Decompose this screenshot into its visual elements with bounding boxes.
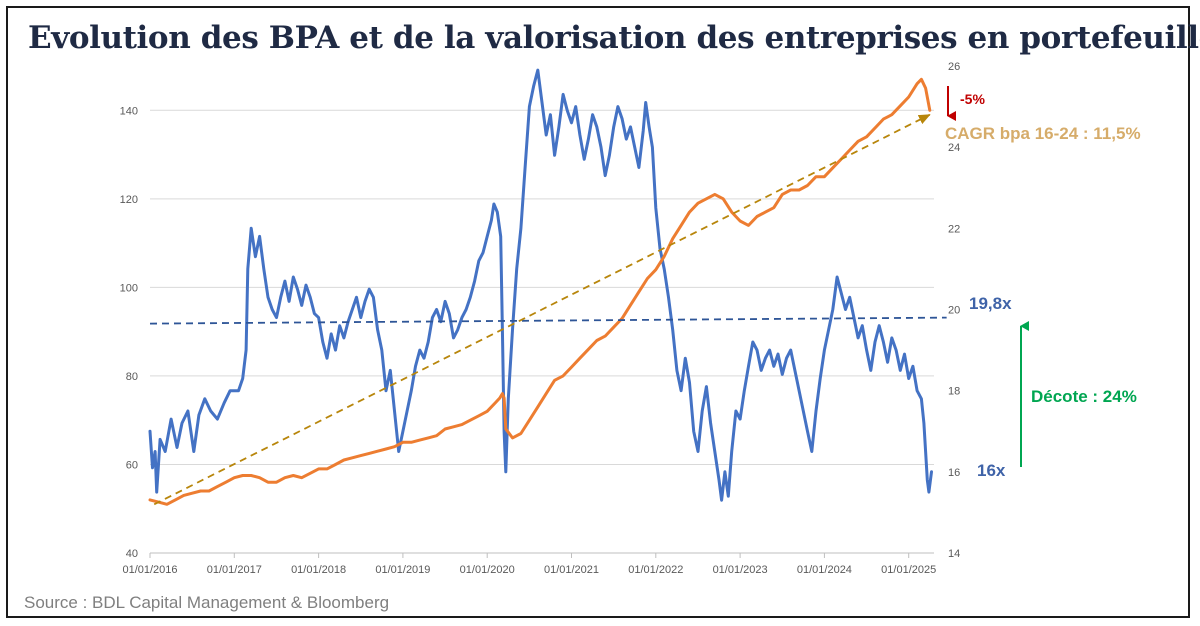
left-axis-tick-label: 60 <box>126 459 138 471</box>
x-axis-tick-label: 01/01/2024 <box>797 564 852 576</box>
left-axis-tick-label: 120 <box>120 194 138 206</box>
left-axis-tick-label: 140 <box>120 105 138 117</box>
right-axis-tick-label: 16 <box>948 467 960 479</box>
chart-title: Evolution des BPA et de la valorisation … <box>28 20 1200 56</box>
right-axis-tick-label: 20 <box>948 305 960 317</box>
average-pe-label: 19,8x <box>969 294 1012 313</box>
right-axis-tick-label: 26 <box>948 61 960 73</box>
discount-label: Décote : 24% <box>1031 387 1137 406</box>
right-axis-tick-label: 24 <box>948 142 960 154</box>
cagr-trend-line <box>153 113 931 506</box>
x-axis-tick-label: 01/01/2023 <box>713 564 768 576</box>
x-axis-tick-label: 01/01/2025 <box>881 564 936 576</box>
x-axis-tick-label: 01/01/2022 <box>628 564 683 576</box>
drop-label: -5% <box>960 91 985 107</box>
x-axis-tick-label: 01/01/2020 <box>460 564 515 576</box>
right-axis-tick-label: 14 <box>948 548 960 560</box>
right-axis-tick-label: 18 <box>948 386 960 398</box>
x-axis-tick-label: 01/01/2021 <box>544 564 599 576</box>
left-axis-tick-label: 80 <box>126 371 138 383</box>
chart-frame <box>6 6 1190 618</box>
average-pe-line <box>149 316 947 325</box>
eps-line <box>148 77 932 506</box>
current-pe-label: 16x <box>977 461 1006 480</box>
x-axis-tick-label: 01/01/2016 <box>122 564 177 576</box>
cagr-label: CAGR bpa 16-24 : 11,5% <box>945 124 1141 143</box>
x-axis-tick-label: 01/01/2018 <box>291 564 346 576</box>
left-axis-tick-label: 40 <box>126 548 138 560</box>
right-axis-tick-label: 22 <box>948 223 960 235</box>
valuation-pe-line <box>148 68 933 502</box>
x-axis-tick-label: 01/01/2017 <box>207 564 262 576</box>
left-axis-tick-label: 100 <box>120 282 138 294</box>
x-axis-tick-label: 01/01/2019 <box>375 564 430 576</box>
source-note: Source : BDL Capital Management & Bloomb… <box>24 593 390 612</box>
